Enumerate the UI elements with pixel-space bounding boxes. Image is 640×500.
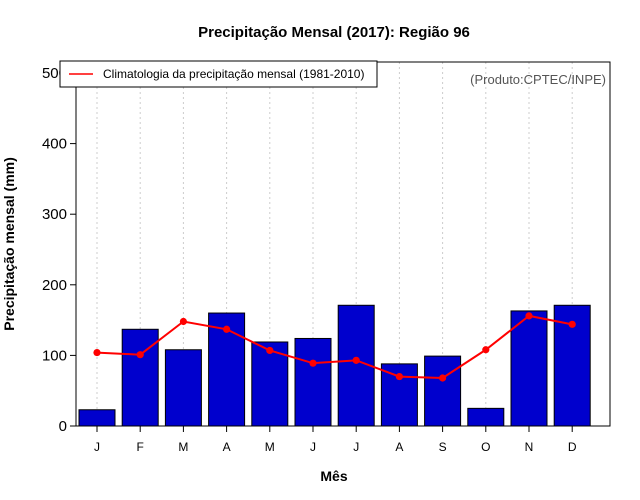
credit-text: (Produto:CPTEC/INPE) — [470, 72, 606, 87]
bar-6 — [294, 337, 332, 427]
climatology-line — [96, 314, 573, 380]
climatology-point-1 — [93, 348, 101, 357]
x-tick-label-6: J — [310, 440, 316, 454]
climatology-point-2 — [136, 351, 144, 359]
bar-9 — [424, 355, 462, 427]
x-tick-label-4: A — [223, 440, 231, 454]
x-tick-label-11: N — [525, 440, 534, 454]
x-tick-label-2: F — [137, 440, 144, 454]
x-axis-label: Mês — [320, 468, 347, 484]
bar-1 — [78, 409, 116, 427]
bar-3 — [164, 349, 202, 427]
x-tick-label-9: S — [439, 440, 447, 454]
y-tick-label-0: 0 — [59, 418, 67, 435]
x-tick-label-10: O — [481, 440, 490, 454]
climatology-point-7 — [352, 356, 360, 364]
climatology-point-11 — [525, 312, 533, 320]
chart-title: Precipitação Mensal (2017): Região 96 — [198, 24, 470, 41]
y-axis-label: Precipitação mensal (mm) — [1, 157, 17, 331]
y-tick-label-200: 200 — [42, 277, 67, 294]
climatology-point-3 — [179, 317, 187, 326]
x-tick-label-7: J — [353, 440, 359, 454]
y-tick-label-300: 300 — [42, 206, 67, 223]
climatology-point-9 — [439, 374, 447, 382]
x-tick-label-5: M — [265, 440, 275, 454]
climatology-point-10 — [482, 346, 490, 354]
y-tick-label-400: 400 — [42, 136, 67, 153]
climatology-point-4 — [223, 325, 231, 333]
legend-label: Climatologia da precipitação mensal (198… — [103, 67, 364, 81]
climatology-point-8 — [395, 372, 403, 381]
bar-11 — [510, 310, 548, 427]
bars — [78, 304, 591, 427]
y-tick-label-100: 100 — [42, 347, 67, 364]
x-tick-label-1: J — [94, 440, 100, 454]
bar-10 — [467, 407, 505, 427]
climatology-point-12 — [568, 320, 576, 328]
climatology-point-6 — [309, 359, 317, 367]
legend-box — [59, 60, 378, 88]
x-tick-label-12: D — [568, 440, 577, 454]
x-tick-label-8: A — [395, 440, 403, 454]
legend: Climatologia da precipitação mensal (198… — [59, 60, 378, 88]
bar-5 — [251, 341, 289, 427]
x-tick-label-3: M — [178, 440, 188, 454]
grid-lines — [96, 62, 573, 426]
climatology-point-5 — [266, 346, 274, 355]
climatology-series — [93, 312, 576, 382]
